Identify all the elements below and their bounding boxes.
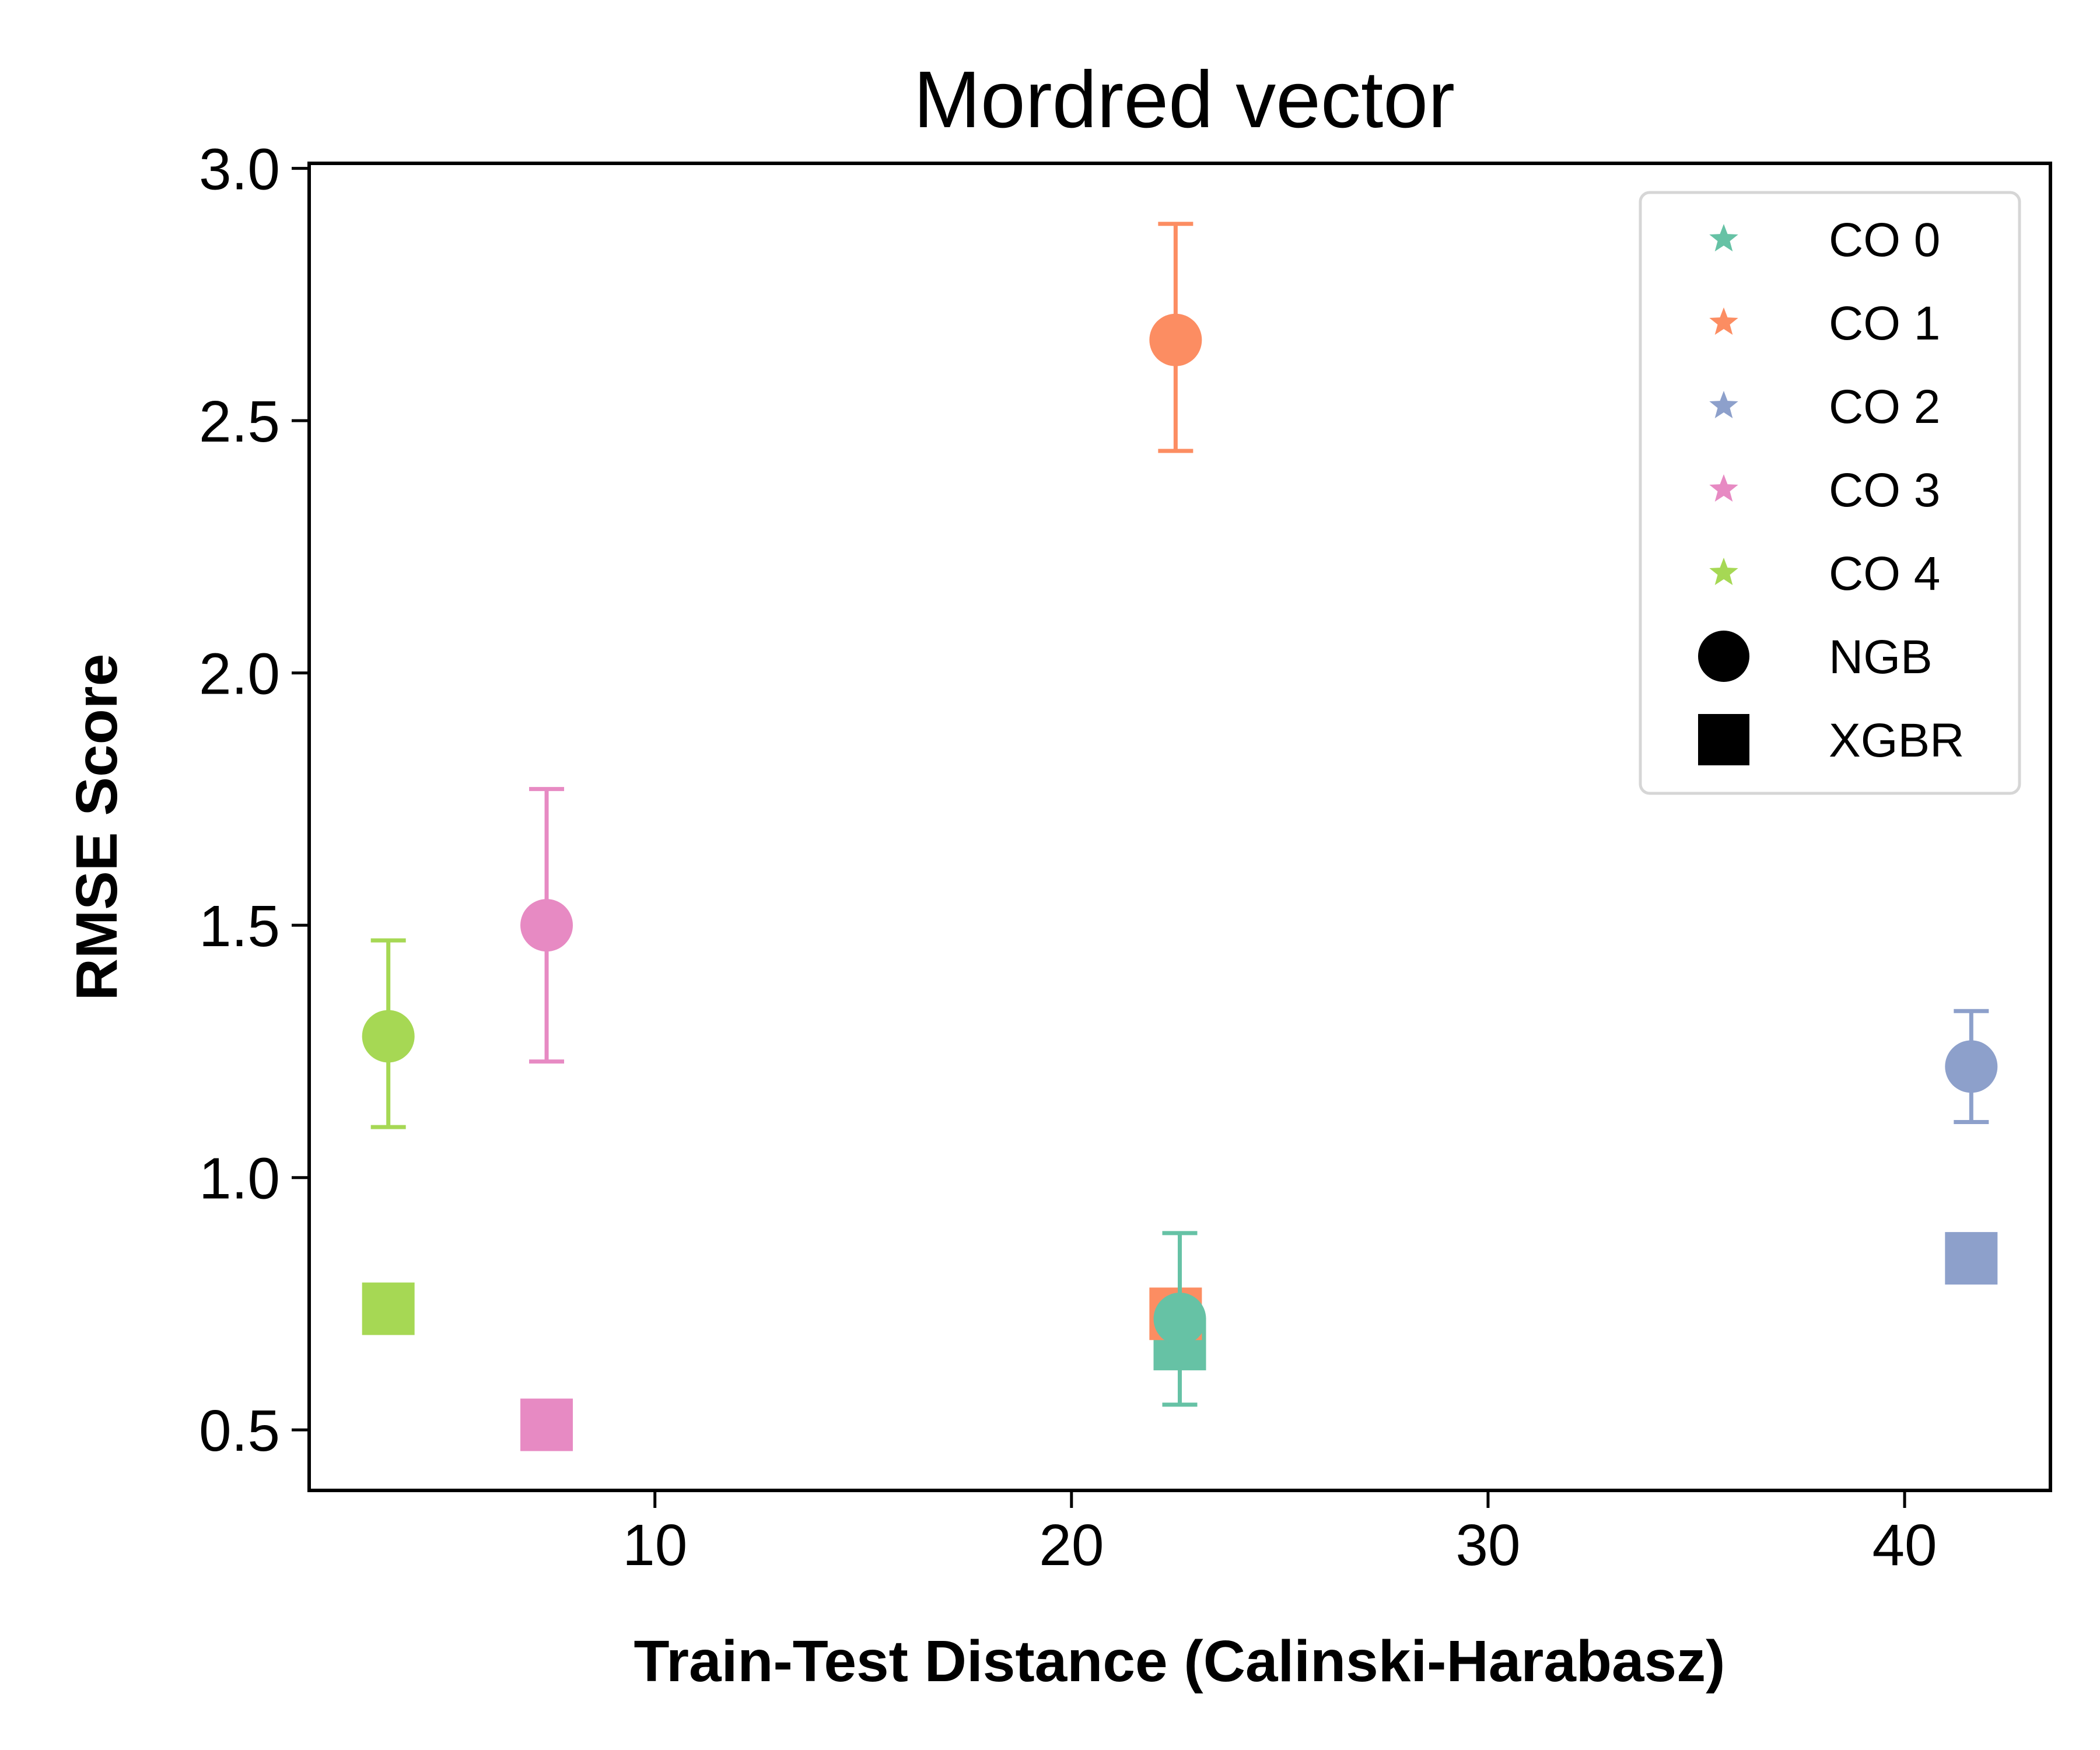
- legend-label: NGB: [1829, 631, 1933, 684]
- ngb-point: [1153, 1292, 1206, 1345]
- chart-title: Mordred vector: [914, 55, 1455, 145]
- y-tick-label: 2.0: [199, 642, 280, 707]
- axis-ticks: 10 20 30 40 0.5 1.0 1.5 2.0 2.5 3.0: [199, 137, 1937, 1578]
- y-tick-label: 2.5: [199, 389, 280, 454]
- legend-label: CO 4: [1829, 547, 1940, 600]
- y-tick-label: 3.0: [199, 137, 280, 202]
- legend-square-icon: [1698, 714, 1749, 765]
- legend-star-icon: [1709, 391, 1738, 418]
- y-axis-label: RMSE Score: [64, 654, 130, 1001]
- legend-star-icon: [1709, 307, 1738, 335]
- x-tick-label: 40: [1872, 1513, 1937, 1578]
- ngb-point: [1945, 1040, 1998, 1093]
- legend-circle-icon: [1698, 631, 1749, 682]
- y-tick-label: 0.5: [199, 1398, 280, 1464]
- y-tick-label: 1.5: [199, 894, 280, 959]
- x-axis-label: Train-Test Distance (Calinski-Harabasz): [634, 1629, 1726, 1694]
- ngb-point: [362, 1010, 415, 1063]
- legend-label: XGBR: [1829, 714, 1964, 767]
- y-tick-label: 1.0: [199, 1146, 280, 1212]
- ngb-point: [520, 899, 573, 952]
- xgbr-point: [520, 1398, 573, 1451]
- legend-label: CO 1: [1829, 297, 1940, 350]
- legend-label: CO 3: [1829, 464, 1940, 517]
- x-tick-label: 10: [622, 1513, 687, 1578]
- xgbr-point: [362, 1282, 415, 1335]
- x-tick-label: 20: [1039, 1513, 1104, 1578]
- xgbr-point: [1945, 1232, 1998, 1285]
- plot-frame: [307, 162, 2052, 1492]
- legend-star-icon: [1709, 474, 1738, 502]
- legend: CO 0 CO 1 CO 2 CO 3 CO 4 NGB XGBR: [1639, 191, 2021, 795]
- x-tick-label: 30: [1455, 1513, 1520, 1578]
- legend-label: CO 0: [1829, 214, 1940, 267]
- ngb-point: [1149, 313, 1202, 366]
- plot-area: [362, 222, 1998, 1451]
- legend-label: CO 2: [1829, 380, 1940, 433]
- legend-star-icon: [1709, 558, 1738, 585]
- legend-star-icon: [1709, 224, 1738, 251]
